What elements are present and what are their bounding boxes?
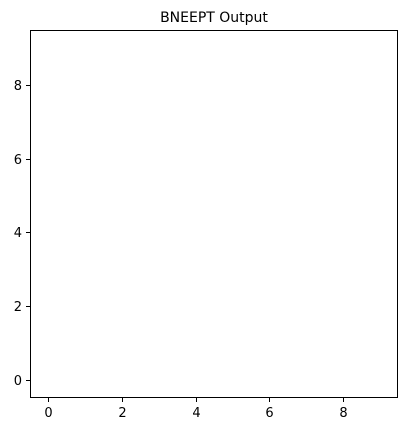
plot-area: 0 2 4 6 8 0 2 4 6 8: [14, 30, 398, 421]
x-tick-label: 6: [265, 406, 273, 421]
x-tick-label: 0: [44, 406, 52, 421]
y-tick-label: 4: [14, 226, 22, 241]
y-tick-label: 0: [14, 374, 22, 389]
chart-title: BNEEPT Output: [160, 10, 268, 26]
x-tick-label: 4: [192, 406, 200, 421]
plot-background: [30, 30, 398, 398]
y-tick-label: 8: [14, 79, 22, 94]
y-tick-label: 6: [14, 153, 22, 168]
x-tick-label: 2: [118, 406, 126, 421]
x-tick-label: 8: [339, 406, 347, 421]
y-tick-label: 2: [14, 300, 22, 315]
